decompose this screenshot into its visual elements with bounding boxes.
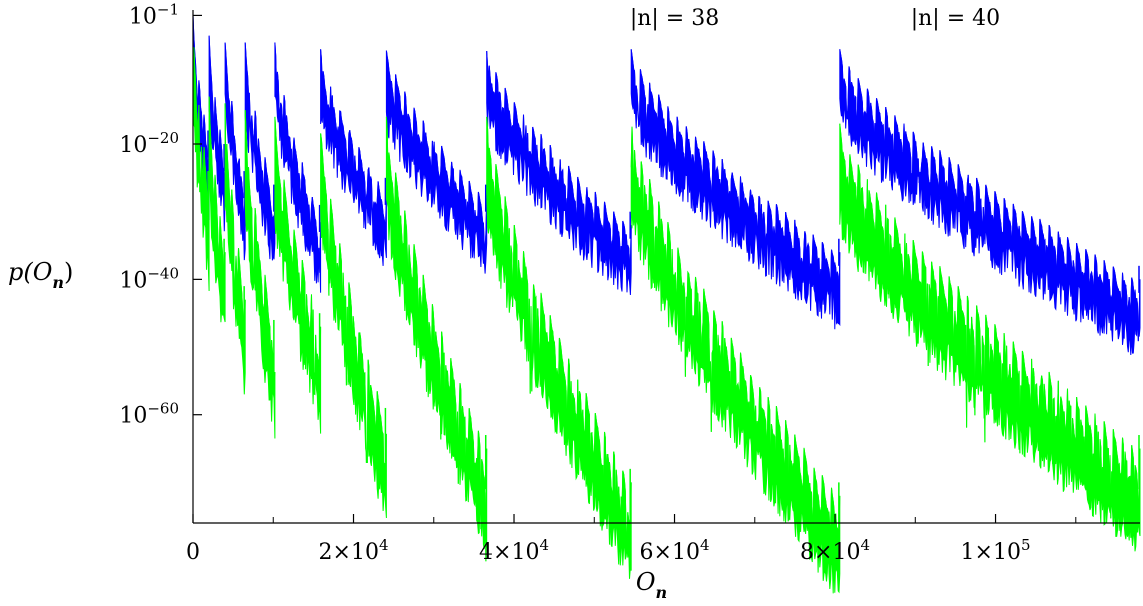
series-line — [244, 42, 276, 229]
series-band — [839, 123, 1141, 552]
y-tick-label: 10−20 — [119, 129, 179, 158]
series-line — [486, 50, 632, 268]
label-layer: On p(On) |n| = 38 |n| = 40 — [8, 6, 1000, 602]
series-line — [630, 126, 841, 537]
annotation-label: |n| = 38 — [630, 6, 719, 31]
series-green — [192, 47, 1141, 594]
y-axis-label: p(On) — [8, 258, 73, 292]
series-line — [630, 49, 841, 305]
series-line — [244, 110, 276, 384]
y-tick-label: 10−40 — [119, 264, 179, 293]
series-line — [320, 133, 387, 487]
series-line — [385, 50, 488, 248]
series-line — [208, 35, 226, 188]
x-tick-label: 6×104 — [640, 536, 710, 565]
series-line — [385, 116, 488, 562]
y-tick-label: 10−60 — [119, 400, 179, 429]
series-line — [320, 49, 387, 229]
series-line — [274, 42, 322, 273]
series-line — [192, 15, 210, 171]
x-tick-label: 4×104 — [479, 536, 549, 565]
series-line — [486, 116, 632, 542]
series-line — [192, 47, 210, 212]
series-line — [839, 123, 1141, 521]
series-line — [839, 49, 1141, 342]
series-line — [274, 116, 322, 399]
series-blue — [192, 15, 1141, 356]
series-line — [224, 103, 246, 342]
series-line — [224, 42, 246, 226]
y-tick-label: 10−1 — [129, 0, 179, 29]
x-tick-label: 1×105 — [961, 536, 1031, 565]
annotation-label: |n| = 40 — [911, 6, 1000, 31]
axes-layer: 10−1 10−20 10−40 10−60 0 2×104 4×104 6×104 8×104… — [119, 0, 1140, 565]
series-layer — [192, 15, 1141, 594]
x-tick-label: 0 — [186, 540, 200, 565]
x-axis-label: On — [636, 568, 667, 602]
series-line — [208, 96, 226, 292]
x-tick-label: 2×104 — [319, 536, 389, 565]
x-tick-label: 8×104 — [800, 536, 870, 565]
